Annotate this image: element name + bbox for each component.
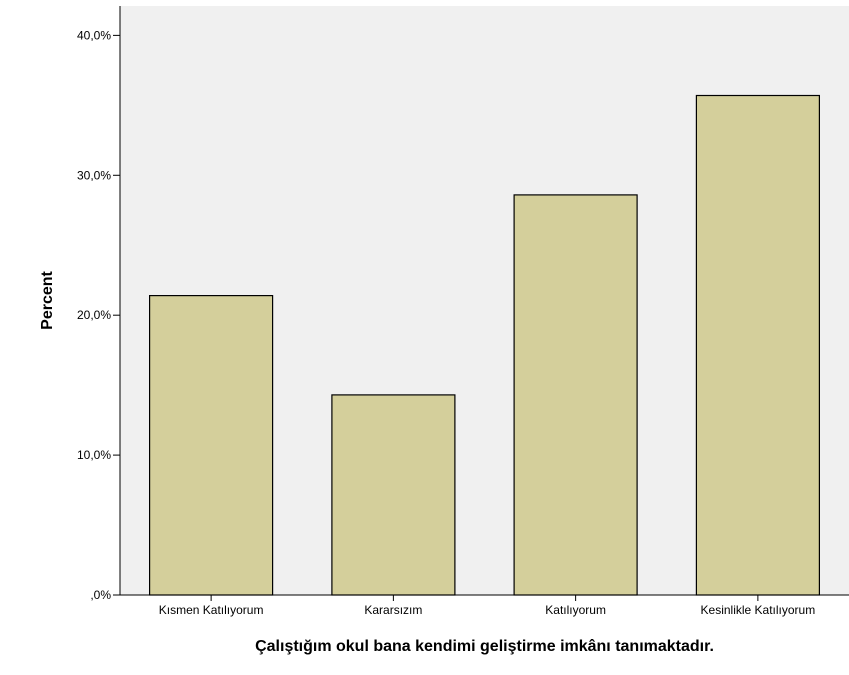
x-tick-label: Katılıyorum	[545, 603, 606, 617]
x-tick-label: Kısmen Katılıyorum	[159, 603, 264, 617]
y-tick-label: ,0%	[90, 588, 111, 602]
bar-3	[514, 195, 637, 595]
y-tick-label: 20,0%	[77, 308, 111, 322]
x-tick-label: Kararsızım	[364, 603, 422, 617]
bar-1	[150, 296, 273, 595]
y-axis: ,0% 10,0% 20,0% 30,0% 40,0%	[77, 6, 120, 602]
x-axis: Kısmen Katılıyorum Kararsızım Katılıyorum K…	[120, 595, 849, 617]
x-axis-title: Çalıştığım okul bana kendimi geliştirme …	[255, 638, 714, 655]
y-axis-title: Percent	[39, 270, 56, 329]
y-tick-label: 40,0%	[77, 28, 111, 42]
y-tick-label: 10,0%	[77, 448, 111, 462]
x-tick-label: Kesinlikle Katılıyorum	[701, 603, 816, 617]
bar-2	[332, 395, 455, 595]
y-tick-label: 30,0%	[77, 168, 111, 182]
bar-4	[696, 96, 819, 596]
